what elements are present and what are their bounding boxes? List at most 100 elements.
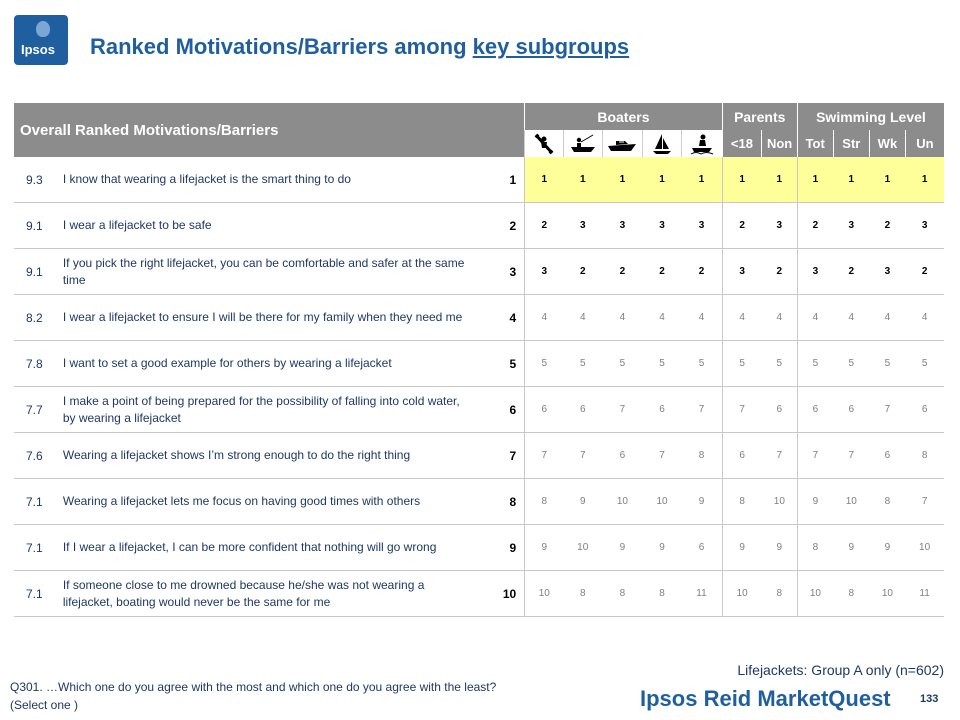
overall-rank: 9 — [474, 524, 526, 571]
logo-text: Ipsos — [21, 42, 55, 57]
subgroup-rank: 3 — [524, 248, 564, 295]
subgroup-rank: 5 — [563, 340, 603, 387]
subheader-non: Non — [761, 130, 798, 157]
table-header-label: Overall Ranked Motivations/Barriers — [14, 103, 525, 157]
subgroup-rank: 10 — [563, 524, 603, 571]
overall-rank: 10 — [474, 570, 526, 617]
subgroup-rank: 7 — [761, 432, 798, 479]
subgroup-rank: 9 — [602, 524, 643, 571]
subgroup-rank: 2 — [681, 248, 723, 295]
overall-rank: 4 — [474, 294, 526, 341]
table-row: 7.7 I make a point of being prepared for … — [14, 386, 944, 433]
question-footnote: Q301. …Which one do you agree with the m… — [10, 678, 496, 714]
subgroup-rank: 3 — [602, 202, 643, 249]
table-row: 7.6 Wearing a lifejacket shows I’m strong… — [14, 432, 944, 479]
subgroup-rank: 10 — [524, 570, 564, 617]
subgroup-rank: 3 — [761, 202, 798, 249]
subgroup-rank: 2 — [761, 248, 798, 295]
subgroup-rank: 9 — [642, 524, 682, 571]
subgroup-rank: 6 — [833, 386, 870, 433]
subgroup-rank: 6 — [721, 432, 762, 479]
subgroup-rank: 6 — [681, 524, 723, 571]
group-header-boaters: Boaters — [524, 103, 723, 130]
subgroup-rank: 5 — [761, 340, 798, 387]
statement-text: If someone close to me drowned because h… — [62, 570, 475, 617]
subgroup-rank: 8 — [721, 478, 762, 525]
subgroup-rank: 8 — [905, 432, 944, 479]
rankings-table: Overall Ranked Motivations/Barriers Boat… — [14, 103, 944, 617]
subgroup-rank: 9 — [796, 478, 833, 525]
overall-rank: 8 — [474, 478, 526, 525]
subgroup-rank: 5 — [642, 340, 682, 387]
sample-note: Lifejackets: Group A only (n=602) — [737, 662, 944, 678]
subgroup-rank: 6 — [761, 386, 798, 433]
subgroup-rank: 8 — [869, 478, 906, 525]
subgroup-rank: 8 — [642, 570, 682, 617]
overall-rank: 1 — [474, 157, 526, 203]
subgroup-rank: 4 — [524, 294, 564, 341]
footnote-line-1: Q301. …Which one do you agree with the m… — [10, 680, 497, 694]
subgroup-rank: 6 — [602, 432, 643, 479]
subgroup-rank: 6 — [563, 386, 603, 433]
table-row: 9.3 I know that wearing a lifejacket is t… — [14, 157, 944, 203]
subgroup-rank: 4 — [869, 294, 906, 341]
table-row: 7.8 I want to set a good example for othe… — [14, 340, 944, 387]
subgroup-rank: 10 — [869, 570, 906, 617]
mean-score: 7.6 — [14, 432, 63, 479]
footnote-line-2: (Select one ) — [10, 698, 79, 712]
subgroup-rank: 8 — [563, 570, 603, 617]
subgroup-rank: 10 — [761, 478, 798, 525]
statement-text: I wear a lifejacket to ensure I will be … — [62, 294, 475, 341]
subgroup-rank: 2 — [833, 248, 870, 295]
mean-score: 8.2 — [14, 294, 63, 341]
subgroup-rank: 3 — [869, 248, 906, 295]
subgroup-rank: 9 — [563, 478, 603, 525]
table-row: 7.1 Wearing a lifejacket lets me focus on… — [14, 478, 944, 525]
motorboat-icon — [601, 130, 643, 157]
jetski-icon — [680, 130, 723, 157]
subgroup-rank: 8 — [796, 524, 833, 571]
statement-text: I know that wearing a lifejacket is the … — [62, 157, 475, 203]
subgroup-rank: 7 — [869, 386, 906, 433]
mean-score: 7.1 — [14, 478, 63, 525]
subgroup-rank: 2 — [796, 202, 833, 249]
table-row: 7.1 If someone close to me drowned becaus… — [14, 570, 944, 617]
statement-text: I wear a lifejacket to be safe — [62, 202, 475, 249]
subgroup-rank: 5 — [869, 340, 906, 387]
subgroup-rank: 1 — [833, 157, 870, 203]
subgroup-rank: 8 — [761, 570, 798, 617]
subgroup-rank: 1 — [524, 157, 564, 203]
subgroup-rank: 10 — [796, 570, 833, 617]
subgroup-rank: 4 — [833, 294, 870, 341]
subheader-under18: <18 — [721, 130, 762, 157]
brand-logo: Ipsos Reid MarketQuest — [640, 686, 891, 711]
subgroup-rank: 5 — [602, 340, 643, 387]
subgroup-rank: 7 — [681, 386, 723, 433]
page-title: Ranked Motivations/Barriers among key su… — [90, 34, 629, 60]
subgroup-rank: 1 — [869, 157, 906, 203]
subheader-tot: Tot — [796, 130, 833, 157]
subgroup-rank: 10 — [642, 478, 682, 525]
statement-text: If you pick the right lifejacket, you ca… — [62, 248, 475, 295]
table-row: 7.1 If I wear a lifejacket, I can be more… — [14, 524, 944, 571]
subgroup-rank: 5 — [796, 340, 833, 387]
subgroup-rank: 4 — [642, 294, 682, 341]
subgroup-rank: 10 — [905, 524, 944, 571]
logo-mark — [36, 21, 50, 37]
table-row: 9.1 If you pick the right lifejacket, you… — [14, 248, 944, 295]
subgroup-rank: 3 — [833, 202, 870, 249]
subgroup-rank: 4 — [721, 294, 762, 341]
subgroup-rank: 1 — [721, 157, 762, 203]
mean-score: 7.1 — [14, 570, 63, 617]
subgroup-rank: 9 — [833, 524, 870, 571]
subgroup-rank: 6 — [524, 386, 564, 433]
subgroup-rank: 7 — [905, 478, 944, 525]
mean-score: 7.8 — [14, 340, 63, 387]
subgroup-rank: 2 — [905, 248, 944, 295]
statement-text: Wearing a lifejacket shows I’m strong en… — [62, 432, 475, 479]
subgroup-rank: 2 — [563, 248, 603, 295]
subgroup-rank: 1 — [905, 157, 944, 203]
subgroup-rank: 7 — [796, 432, 833, 479]
subgroup-rank: 5 — [524, 340, 564, 387]
subgroup-rank: 3 — [796, 248, 833, 295]
